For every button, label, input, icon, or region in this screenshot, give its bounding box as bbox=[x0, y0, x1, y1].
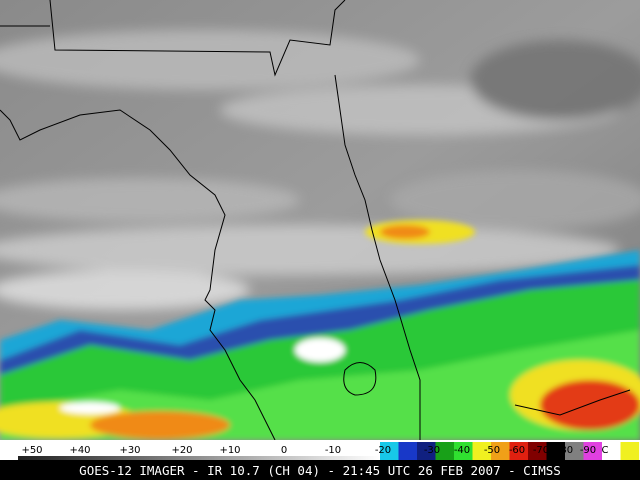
imagery bbox=[0, 0, 640, 441]
colorbar-label: -30 bbox=[424, 445, 440, 456]
colorbar-segment bbox=[491, 442, 510, 460]
colorbar-label: -20 bbox=[375, 445, 391, 456]
colorbar-label: -70 bbox=[533, 445, 549, 456]
colorbar-segment bbox=[454, 442, 473, 460]
colorbar-label: -40 bbox=[454, 445, 470, 456]
caption: GOES-12 IMAGER - IR 10.7 (CH 04) - 21:45… bbox=[79, 463, 561, 478]
colorbar-label: -10 bbox=[325, 445, 341, 456]
colorbar-segment bbox=[435, 442, 455, 460]
colorbar-label: 0 bbox=[281, 445, 287, 456]
colorbar-label: -60 bbox=[509, 445, 525, 456]
colorbar-label: +10 bbox=[219, 445, 240, 456]
coastlines bbox=[0, 0, 630, 440]
colorbar-segment bbox=[380, 442, 399, 460]
colorbar-segment bbox=[472, 442, 492, 460]
caption-bar bbox=[0, 460, 640, 480]
colorbar-label: -50 bbox=[484, 445, 500, 456]
colorbar-label: -80 bbox=[557, 445, 573, 456]
colorbar-segment bbox=[620, 442, 640, 460]
colorbar-label: -90 bbox=[580, 445, 596, 456]
colorbar-unit: C bbox=[602, 445, 609, 456]
colorbar-label: +40 bbox=[69, 445, 90, 456]
colorbar-segment bbox=[565, 442, 584, 460]
colorbar: +50 +40 +30 +20 +10 0 -10 -20 -30 -40 -50 -60 -70 -80… bbox=[0, 440, 640, 460]
colorbar-segment bbox=[546, 442, 566, 460]
colorbar-label: +20 bbox=[171, 445, 192, 456]
colorbar-segment bbox=[417, 442, 436, 460]
colorbar-segment bbox=[583, 442, 603, 460]
colorbar-segment bbox=[528, 442, 547, 460]
colorbar-label: +30 bbox=[119, 445, 140, 456]
colorbar-segment bbox=[398, 442, 418, 460]
colorbar-segment bbox=[602, 442, 621, 460]
colorbar-label: +50 bbox=[21, 445, 42, 456]
colorbar-segment bbox=[509, 442, 529, 460]
